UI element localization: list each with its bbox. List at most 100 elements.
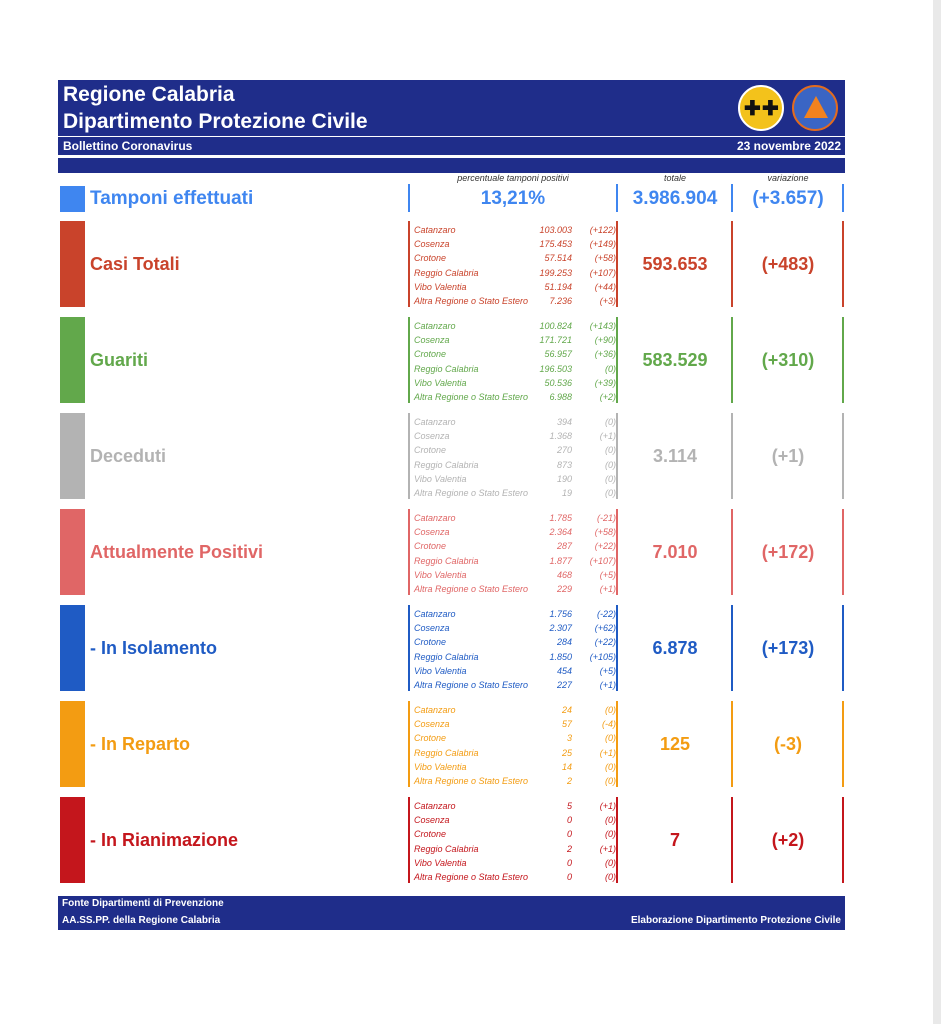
- subheader-bar: Bollettino Coronavirus 23 novembre 2022: [58, 137, 845, 155]
- section-label: Guariti: [90, 350, 149, 370]
- province-name: Reggio Calabria: [414, 555, 479, 566]
- province-delta: (0): [605, 487, 616, 498]
- province-name: Altra Regione o Stato Estero: [414, 583, 529, 594]
- divider: [731, 184, 733, 212]
- province-delta: (+58): [594, 253, 616, 264]
- province-row: Cosenza 2.307 (+62): [414, 621, 616, 635]
- section-divider: [408, 413, 410, 499]
- region-title: Regione Calabria: [63, 83, 235, 106]
- province-list: Catanzaro 5 (+1) Cosenza 0 (0) Crotone 0 (0) Regg…: [414, 799, 616, 884]
- province-name: Cosenza: [414, 239, 450, 250]
- province-delta: (+107): [589, 267, 616, 278]
- province-row: Reggio Calabria 196.503 (0): [414, 362, 616, 376]
- section-variation: (-3): [774, 734, 802, 754]
- province-delta: (-22): [596, 609, 616, 619]
- tamponi-positive-pct: 13,21%: [480, 188, 546, 209]
- province-name: Crotone: [414, 829, 447, 840]
- province-delta: (+44): [594, 281, 616, 292]
- province-name: Catanzaro: [414, 225, 456, 235]
- province-delta: (+1): [599, 747, 616, 758]
- province-delta: (0): [605, 829, 616, 840]
- section-label: - In Rianimazione: [90, 830, 239, 850]
- province-value: 1.756: [549, 609, 572, 619]
- section-variation: (+1): [771, 446, 805, 466]
- section-divider: [616, 509, 618, 595]
- province-row: Catanzaro 1.785 (-21): [414, 511, 616, 525]
- header-divider-bar: [58, 158, 845, 173]
- section-total: 7: [669, 830, 680, 850]
- section-divider: [731, 413, 733, 499]
- province-name: Cosenza: [414, 431, 450, 442]
- province-value: 50.536: [544, 377, 572, 388]
- section-color-swatch: [60, 605, 85, 691]
- province-value: 1.785: [549, 513, 572, 523]
- province-delta: (+107): [589, 555, 616, 566]
- section-divider: [842, 701, 844, 787]
- tamponi-variation: (+3.657): [752, 188, 824, 209]
- province-name: Altra Regione o Stato Estero: [414, 295, 529, 306]
- province-delta: (+3): [599, 295, 616, 306]
- province-name: Catanzaro: [414, 609, 456, 619]
- province-value: 57.514: [544, 253, 572, 264]
- province-delta: (+149): [589, 239, 616, 250]
- province-value: 229: [556, 583, 572, 594]
- province-value: 1.368: [549, 431, 572, 442]
- divider: [616, 184, 618, 212]
- province-name: Vibo Valentia: [414, 857, 467, 868]
- province-value: 454: [556, 665, 572, 676]
- province-value: 175.453: [539, 239, 572, 250]
- province-row: Crotone 0 (0): [414, 827, 616, 841]
- province-row: Crotone 56.957 (+36): [414, 347, 616, 361]
- province-name: Reggio Calabria: [414, 267, 479, 278]
- province-row: Catanzaro 24 (0): [414, 703, 616, 717]
- province-name: Crotone: [414, 637, 447, 648]
- province-delta: (0): [605, 733, 616, 744]
- province-row: Cosenza 171.721 (+90): [414, 333, 616, 347]
- section-color-swatch: [60, 317, 85, 403]
- province-row: Crotone 57.514 (+58): [414, 251, 616, 265]
- section-color-swatch: [60, 413, 85, 499]
- section-divider: [616, 221, 618, 307]
- province-value: 270: [556, 445, 572, 456]
- province-delta: (+36): [594, 349, 616, 360]
- section-divider: [842, 797, 844, 883]
- section-total: 125: [659, 734, 691, 754]
- province-value: 103.003: [539, 225, 572, 235]
- province-row: Catanzaro 5 (+1): [414, 799, 616, 813]
- province-value: 100.824: [539, 321, 572, 331]
- column-header-positive-pct: percentuale tamponi positivi: [457, 173, 569, 183]
- province-name: Cosenza: [414, 335, 450, 346]
- province-delta: (+122): [589, 225, 616, 235]
- province-name: Altra Regione o Stato Estero: [414, 679, 529, 690]
- section-divider: [731, 797, 733, 883]
- province-delta: (+39): [594, 377, 616, 388]
- province-name: Altra Regione o Stato Estero: [414, 871, 529, 882]
- province-row: Reggio Calabria 199.253 (+107): [414, 266, 616, 280]
- section-variation: (+310): [761, 350, 815, 370]
- province-list: Catanzaro 1.785 (-21) Cosenza 2.364 (+58) Crot…: [414, 511, 616, 596]
- province-row: Vibo Valentia 50.536 (+39): [414, 376, 616, 390]
- page-scrollbar[interactable]: [933, 0, 941, 1024]
- province-delta: (+105): [589, 651, 616, 662]
- section-divider: [616, 797, 618, 883]
- section-divider: [408, 701, 410, 787]
- section-label: Deceduti: [90, 446, 167, 466]
- bulletin-label: Bollettino Coronavirus: [63, 139, 193, 153]
- province-value: 7.236: [549, 295, 572, 306]
- province-delta: (+90): [594, 335, 616, 346]
- section-divider: [408, 605, 410, 691]
- province-list: Catanzaro 1.756 (-22) Cosenza 2.307 (+62) Crot…: [414, 607, 616, 692]
- province-value: 57: [561, 719, 572, 730]
- province-value: 19: [561, 487, 572, 498]
- province-delta: (+1): [599, 679, 616, 690]
- province-name: Cosenza: [414, 623, 450, 634]
- province-row: Vibo Valentia 51.194 (+44): [414, 280, 616, 294]
- province-name: Reggio Calabria: [414, 459, 479, 470]
- province-delta: (+1): [599, 801, 616, 811]
- section-total: 7.010: [652, 542, 698, 562]
- province-name: Catanzaro: [414, 705, 456, 715]
- section-divider: [616, 605, 618, 691]
- section-divider: [616, 317, 618, 403]
- province-row: Altra Regione o Stato Estero 229 (+1): [414, 582, 616, 596]
- province-value: 6.988: [549, 391, 572, 402]
